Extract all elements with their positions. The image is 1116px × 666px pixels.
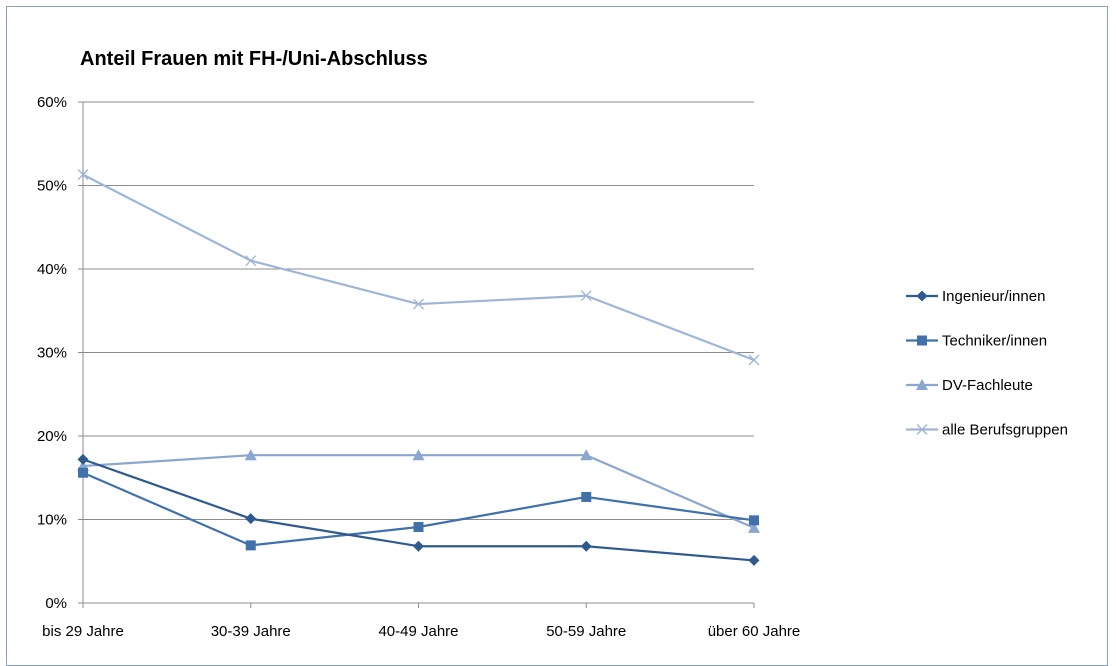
x-tick-label: 50-59 Jahre (546, 623, 626, 640)
chart-title: Anteil Frauen mit FH-/Uni-Abschluss (80, 48, 428, 70)
legend-marker (916, 379, 928, 390)
legend-marker (916, 424, 928, 435)
data-point (748, 554, 760, 566)
data-point (412, 449, 425, 461)
series-line (82, 173, 755, 362)
legend-label: Techniker/innen (942, 333, 1047, 350)
data-point (749, 515, 759, 526)
legend-label: alle Berufsgruppen (942, 422, 1068, 439)
legend: Ingenieur/innen Techniker/innen DV-Fachleu… (906, 288, 1068, 439)
y-tick-label: 30% (37, 345, 67, 362)
y-axis-ticks: 0% 10% 20% 30% 40% 50% 60% (37, 94, 67, 612)
x-axis-ticks: bis 29 Jahre 30-39 Jahre 40-49 Jahre 50-59 … (42, 623, 800, 640)
data-point (78, 467, 88, 478)
data-point (244, 449, 257, 461)
data-point (245, 255, 257, 267)
legend-marker (916, 290, 928, 302)
data-point (413, 298, 424, 310)
y-tick-label: 20% (37, 428, 67, 445)
legend-marker (917, 335, 927, 346)
data-point (580, 449, 593, 461)
y-tick-label: 50% (37, 178, 67, 195)
y-tick-label: 10% (37, 512, 67, 529)
data-point (413, 522, 424, 533)
data-point (748, 354, 760, 366)
data-point (77, 169, 89, 181)
axes (78, 101, 755, 608)
data-point (245, 513, 257, 525)
data-point (245, 540, 256, 551)
x-tick-label: 40-49 Jahre (378, 623, 458, 640)
x-tick-label: über 60 Jahre (708, 623, 801, 640)
data-point (748, 521, 760, 533)
data-point (580, 290, 592, 302)
y-tick-label: 60% (37, 94, 67, 111)
series-group (77, 169, 760, 566)
x-tick-label: bis 29 Jahre (42, 623, 124, 640)
y-tick-label: 40% (37, 261, 67, 278)
legend-label: DV-Fachleute (942, 377, 1033, 394)
data-point (580, 540, 592, 552)
data-point (77, 453, 89, 465)
y-tick-label: 0% (45, 595, 67, 612)
data-point (413, 540, 424, 552)
gridlines (83, 101, 754, 520)
data-point (581, 491, 592, 502)
legend-label: Ingenieur/innen (942, 288, 1045, 305)
x-tick-label: 30-39 Jahre (211, 623, 291, 640)
